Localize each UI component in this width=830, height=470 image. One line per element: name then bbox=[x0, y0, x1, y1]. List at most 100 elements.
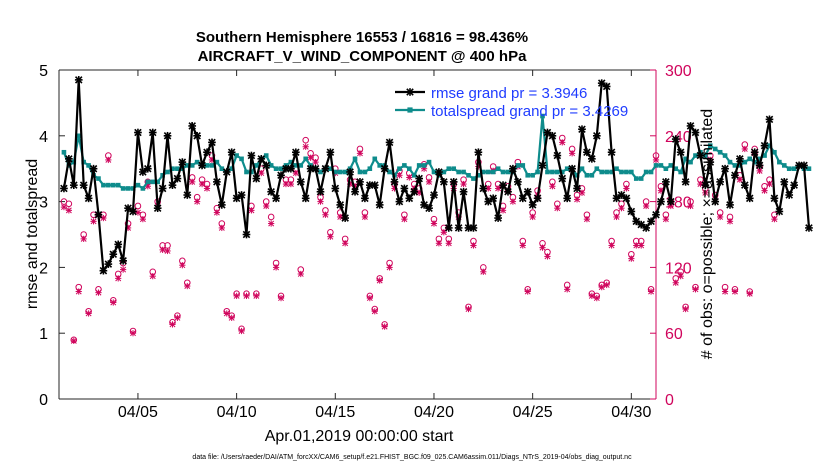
spread-point bbox=[668, 163, 674, 168]
spread-point bbox=[461, 169, 466, 175]
rmse-point bbox=[346, 168, 354, 176]
spread-point bbox=[135, 182, 141, 188]
spread-point bbox=[402, 163, 407, 168]
obs-assimilated-point bbox=[243, 292, 250, 300]
spread-point bbox=[184, 163, 190, 168]
rmse-point bbox=[326, 148, 335, 157]
rmse-point bbox=[104, 260, 113, 268]
spread-point bbox=[712, 146, 718, 152]
rmse-point bbox=[222, 168, 231, 176]
obs-assimilated-point bbox=[322, 211, 329, 218]
obs-assimilated-point bbox=[203, 185, 211, 192]
spread-point bbox=[717, 149, 723, 155]
obs-assimilated-point bbox=[554, 205, 561, 212]
rmse-point bbox=[479, 184, 488, 193]
rmse-point bbox=[178, 158, 187, 166]
obs-assimilated-point bbox=[430, 220, 438, 227]
spread-point bbox=[648, 169, 654, 175]
rmse-point bbox=[740, 181, 749, 189]
obs-assimilated-point bbox=[643, 202, 650, 210]
rmse-point bbox=[60, 184, 68, 193]
rmse-point bbox=[370, 181, 379, 189]
spread-point bbox=[96, 176, 101, 181]
spread-point bbox=[76, 133, 82, 139]
obs-assimilated-point bbox=[386, 264, 393, 271]
obs-assimilated-point bbox=[312, 159, 319, 166]
rmse-point bbox=[420, 201, 428, 209]
rmse-point bbox=[775, 207, 784, 216]
spread-point bbox=[737, 163, 743, 168]
rmse-point bbox=[158, 184, 167, 193]
obs-assimilated-point bbox=[361, 213, 369, 221]
rmse-point bbox=[380, 164, 389, 173]
y-tick-label-right: 60 bbox=[665, 326, 683, 343]
spread-point bbox=[101, 182, 106, 188]
legend-rmse-label: rmse grand pr = 3.3946 bbox=[431, 85, 587, 102]
rmse-point bbox=[242, 230, 251, 239]
rmse-point bbox=[652, 210, 660, 219]
rmse-point bbox=[459, 187, 468, 196]
obs-assimilated-point bbox=[164, 247, 171, 255]
spread-point bbox=[362, 169, 368, 175]
spread-point bbox=[421, 163, 427, 168]
rmse-point bbox=[114, 240, 123, 249]
spread-point bbox=[145, 179, 151, 185]
rmse-point bbox=[217, 201, 226, 209]
obs-possible-point bbox=[134, 202, 142, 210]
plot-area: 04/05 04/10 04/15 04/20 04/25 04/30 0 1 2 3 4 5 0 60 1… bbox=[39, 63, 813, 421]
obs-assimilated-point bbox=[509, 198, 517, 205]
rmse-point bbox=[173, 174, 182, 183]
obs-assimilated-point bbox=[539, 244, 546, 251]
obs-assimilated-point bbox=[90, 218, 97, 225]
spread-point bbox=[806, 166, 812, 171]
rmse-point bbox=[440, 178, 448, 186]
rmse-point bbox=[583, 148, 591, 157]
spread-point bbox=[722, 153, 728, 158]
obs-assimilated-point bbox=[228, 314, 235, 321]
rmse-point bbox=[750, 148, 759, 157]
rmse-point bbox=[79, 181, 88, 189]
rmse-point bbox=[617, 191, 626, 199]
obs-assimilated-point bbox=[672, 279, 679, 286]
spread-point bbox=[416, 163, 422, 168]
spread-point bbox=[772, 149, 777, 155]
rmse-point bbox=[538, 161, 547, 170]
rmse-point bbox=[588, 154, 596, 163]
rmse-point bbox=[716, 178, 724, 186]
spread-point bbox=[786, 166, 792, 171]
spread-point bbox=[372, 156, 378, 162]
spread-point bbox=[106, 182, 111, 188]
obs-assimilated-point bbox=[70, 337, 77, 344]
spread-point bbox=[441, 169, 447, 175]
rmse-point bbox=[760, 141, 769, 150]
rmse-point bbox=[657, 197, 665, 206]
rmse-point bbox=[489, 194, 498, 203]
y-tick-label-right: 0 bbox=[665, 392, 674, 409]
obs-assimilated-point bbox=[189, 178, 196, 185]
obs-assimilated-point bbox=[638, 242, 645, 249]
obs-assimilated-point bbox=[342, 240, 349, 247]
rmse-point bbox=[681, 178, 690, 186]
obs-assimilated-point bbox=[95, 289, 102, 296]
obs-assimilated-point bbox=[559, 139, 566, 146]
y-tick-label-left: 3 bbox=[39, 195, 48, 212]
rmse-point bbox=[800, 161, 808, 170]
rmse-point bbox=[252, 174, 261, 183]
spread-point bbox=[303, 156, 308, 162]
obs-assimilated-point bbox=[613, 213, 620, 221]
rmse-point bbox=[469, 224, 478, 232]
spread-point bbox=[471, 176, 476, 181]
obs-assimilated-point bbox=[194, 198, 201, 205]
spread-point bbox=[357, 169, 363, 175]
obs-assimilated-point bbox=[608, 242, 615, 249]
rmse-point bbox=[425, 204, 433, 213]
obs-assimilated-point bbox=[687, 202, 694, 210]
obs-assimilated-point bbox=[213, 209, 221, 216]
spread-point bbox=[550, 169, 555, 175]
spread-point bbox=[219, 166, 225, 171]
y-axis-label-right: # of obs: o=possible; ×=assimilated bbox=[699, 109, 716, 359]
rmse-point bbox=[671, 135, 680, 143]
rmse-point bbox=[568, 164, 576, 173]
rmse-point bbox=[780, 178, 789, 186]
